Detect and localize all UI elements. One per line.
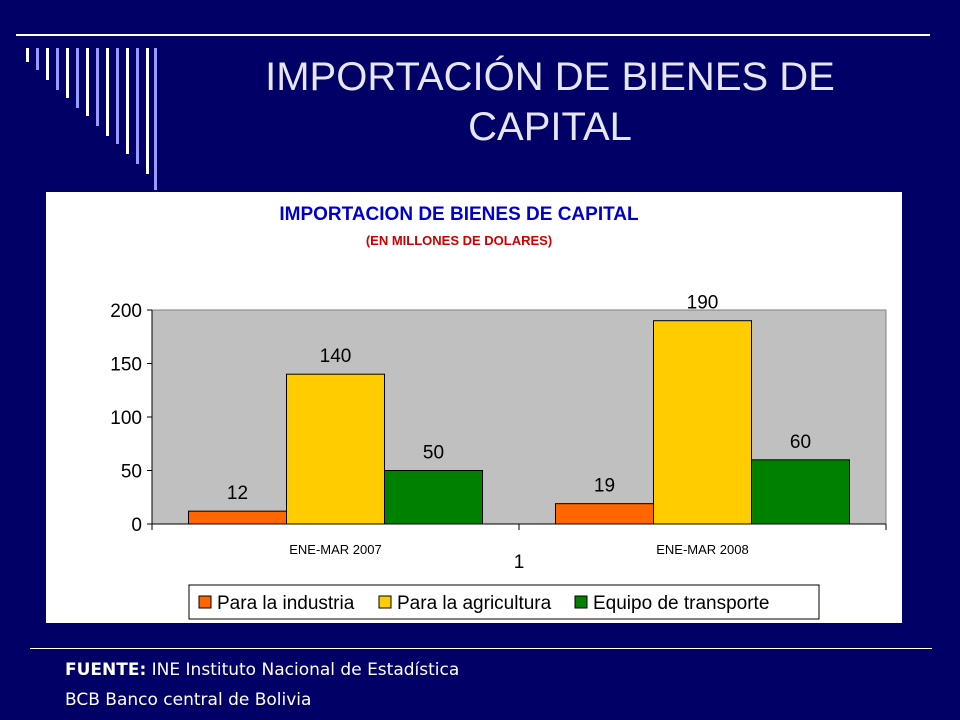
chart-panel: IMPORTACION DE BIENES DE CAPITAL (EN MIL… [46,192,902,623]
chart-subtitle: (EN MILLONES DE DOLARES) [366,233,552,248]
decorative-stripe [116,48,119,144]
y-tick-label: 100 [110,408,142,429]
slide-title: IMPORTACIÓN DE BIENES DE CAPITAL [200,52,900,152]
decorative-stripe [136,48,139,164]
decorative-stripe [76,48,79,108]
data-label: 50 [423,443,444,464]
bar [188,510,287,525]
bar [653,320,752,525]
bar [555,503,654,525]
chart-legend: Para la industria Para la agricultura Equi… [188,584,820,620]
decorative-stripe [96,48,99,126]
decorative-stripe [26,48,29,62]
y-tick-label: 0 [131,515,142,536]
footer-source: FUENTE: INE Instituto Nacional de Estadí… [65,660,459,680]
decorative-stripe [106,48,109,136]
bar [384,470,483,525]
slide-title-line1: IMPORTACIÓN DE BIENES DE [265,55,835,99]
legend-box [188,584,820,620]
decorative-stripe [46,48,49,80]
y-tick-label: 200 [110,301,142,322]
data-label: 12 [227,483,248,504]
decorative-stripe [86,48,89,116]
legend-swatch [574,595,588,609]
chart-marks: 0 50 100 150 200 12 140 50 ENE-MAR 2007 19 190 60 EN… [110,293,887,557]
bar-chart: IMPORTACION DE BIENES DE CAPITAL (EN MIL… [110,204,887,620]
footer-source-label: FUENTE: [65,660,147,680]
decorative-stripe [56,48,59,90]
slide-title-line2: CAPITAL [468,105,632,149]
decorative-stripe [66,48,69,98]
data-label: 19 [594,476,615,497]
y-tick-label: 50 [121,462,142,483]
data-label: 140 [320,346,352,367]
y-tick-label: 150 [110,355,142,376]
top-decorative-line [16,34,930,36]
data-label: 190 [687,293,719,314]
legend-label: Para la agricultura [397,593,552,614]
legend-label: Equipo de transporte [593,593,769,614]
footer-line2: BCB Banco central de Bolivia [65,690,312,710]
x-tick-label: ENE-MAR 2007 [289,542,381,557]
x-axis-label: 1 [514,552,525,573]
chart-title: IMPORTACION DE BIENES DE CAPITAL [279,204,639,225]
footer-line2-container: BCB Banco central de Bolivia [65,690,311,710]
decorative-stripe [36,48,39,70]
legend-label: Para la industria [217,593,355,614]
bar [286,373,385,525]
footer-line1: INE Instituto Nacional de Estadística [151,660,460,680]
footer-divider-line [30,648,932,649]
decorative-stripe [126,48,129,154]
bar [751,459,850,525]
legend-swatch [198,595,212,609]
decorative-stripe [154,48,157,190]
legend-swatch [378,595,392,609]
x-tick-label: ENE-MAR 2008 [656,542,748,557]
data-label: 60 [790,432,811,453]
decorative-stripe [146,48,149,174]
